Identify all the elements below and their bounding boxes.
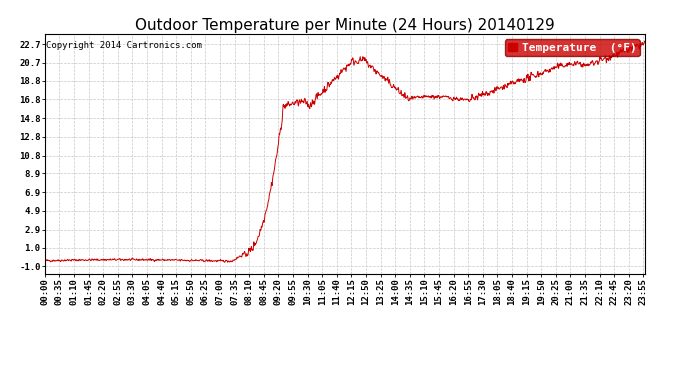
- Title: Outdoor Temperature per Minute (24 Hours) 20140129: Outdoor Temperature per Minute (24 Hours…: [135, 18, 555, 33]
- Legend: Temperature  (°F): Temperature (°F): [505, 39, 640, 56]
- Text: Copyright 2014 Cartronics.com: Copyright 2014 Cartronics.com: [46, 41, 202, 50]
